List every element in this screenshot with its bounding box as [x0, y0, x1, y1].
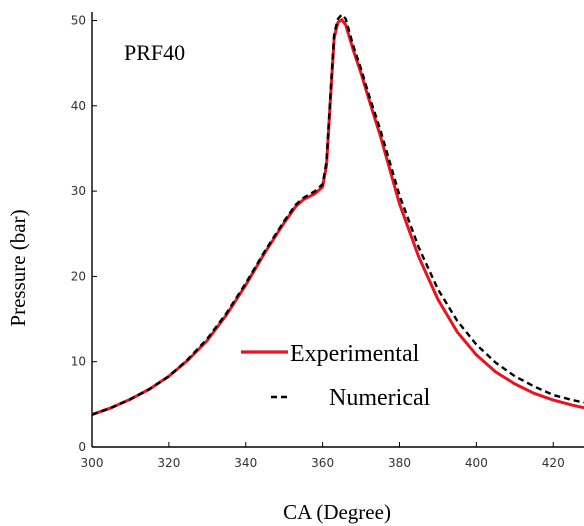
- series-line-experimental: [91, 18, 584, 417]
- y-axis-label: Pressure (bar): [6, 209, 30, 326]
- x-tick-label: 320: [157, 456, 180, 470]
- x-tick-label: 420: [542, 456, 565, 470]
- y-tick-label: 50: [71, 14, 86, 28]
- x-axis-label: CA (Degree): [283, 500, 391, 524]
- legend-label-numerical: Numerical: [329, 385, 431, 411]
- legend: Experimental Numerical: [241, 341, 431, 411]
- x-axis-ticks: 300 320 340 360 380 400 420: [81, 442, 565, 470]
- series-lines: [91, 13, 584, 417]
- legend-label-experimental: Experimental: [290, 341, 420, 367]
- x-tick-label: 300: [81, 456, 104, 470]
- y-tick-label: 20: [71, 269, 86, 283]
- x-tick-label: 340: [234, 456, 257, 470]
- series-line-numerical: [91, 13, 584, 416]
- y-tick-label: 40: [71, 99, 86, 113]
- x-tick-label: 380: [388, 456, 411, 470]
- y-axis-ticks: 0 10 20 30 40 50: [71, 14, 97, 454]
- plot-axes: [91, 12, 584, 448]
- y-tick-label: 10: [71, 355, 86, 369]
- chart-annotation: PRF40: [124, 40, 185, 65]
- x-tick-label: 400: [465, 456, 488, 470]
- x-tick-label: 360: [311, 456, 334, 470]
- y-tick-label: 30: [71, 184, 86, 198]
- y-tick-label: 0: [78, 440, 86, 454]
